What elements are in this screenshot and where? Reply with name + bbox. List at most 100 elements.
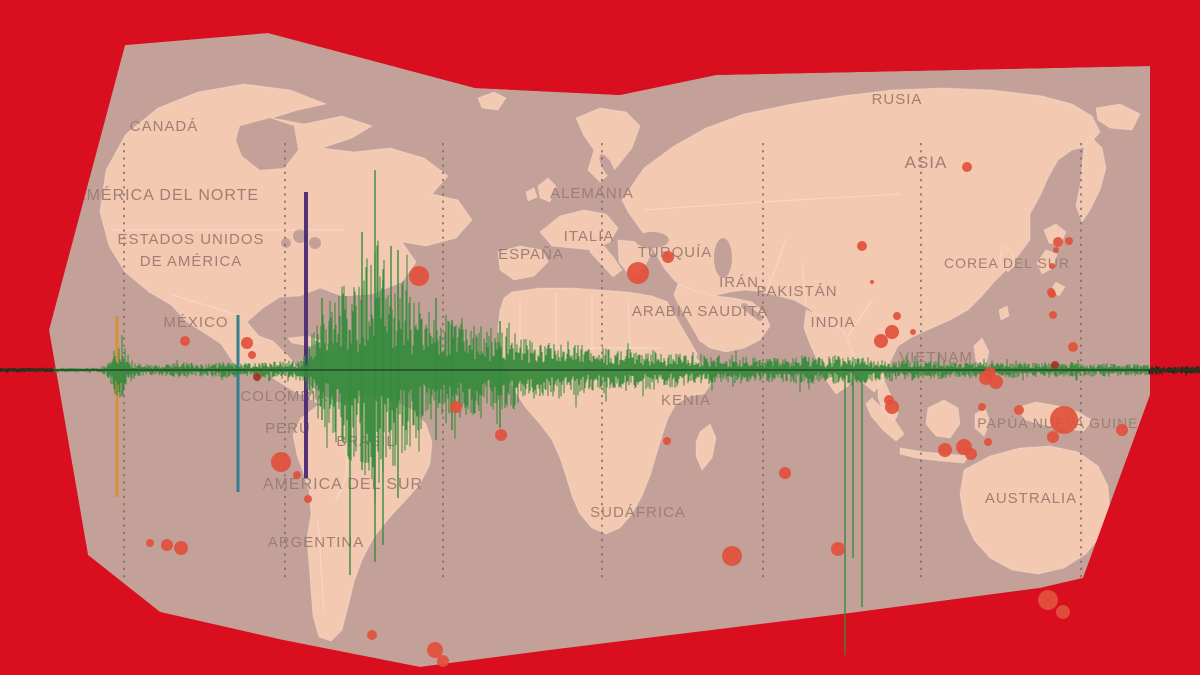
earthquake-marker [161, 539, 173, 551]
landmass [589, 237, 623, 278]
earthquake-marker [1056, 605, 1070, 619]
earthquake-marker [1065, 237, 1073, 245]
earthquake-marker [1050, 406, 1078, 434]
black-sea [635, 232, 669, 248]
earthquake-marker [180, 336, 190, 346]
country-label: PERÚ [265, 420, 311, 437]
landmass [477, 91, 507, 111]
earthquake-marker [962, 162, 972, 172]
earthquake-marker [627, 262, 649, 284]
border-line [627, 297, 631, 353]
baltic-sea [599, 154, 615, 178]
earthquake-marker [978, 403, 986, 411]
earthquake-marker [831, 542, 845, 556]
landmass [1075, 135, 1107, 224]
earthquake-marker [495, 429, 507, 441]
border-line [765, 239, 787, 295]
caspian-sea [714, 238, 732, 278]
country-label: COREA DEL SUR [944, 255, 1070, 271]
great-lake [281, 238, 291, 248]
country-label: AMÉRICA DEL NORTE [75, 185, 259, 204]
inland-water [236, 118, 763, 354]
country-label: INDIA [810, 314, 855, 331]
country-label: ARABIA SAUDITA [632, 303, 768, 320]
earthquake-marker [248, 351, 256, 359]
country-label: DE AMÉRICA [140, 253, 243, 270]
earthquake-marker [885, 325, 899, 339]
border-line [801, 261, 807, 307]
earthquake-marker [779, 467, 791, 479]
earthquake-marker [1047, 288, 1055, 296]
earthquake-marker [409, 266, 429, 286]
country-label: ALEMANIA [550, 185, 634, 202]
earthquake-marker [1053, 247, 1059, 253]
border-line [169, 293, 241, 317]
landmass [539, 209, 619, 251]
landmass [865, 397, 905, 442]
earthquake-marker [1038, 590, 1058, 610]
landmass [695, 423, 717, 471]
earthquake-marker [367, 630, 377, 640]
landmass [1095, 103, 1141, 131]
earthquake-marker [427, 642, 443, 658]
earthquake-marker [450, 401, 462, 413]
earthquake-markers [146, 162, 1128, 667]
country-label: PAKISTÁN [756, 283, 837, 300]
landmass [575, 107, 641, 183]
country-label: IRÁN [719, 274, 759, 291]
border-line [847, 299, 873, 337]
country-label: ITALIA [564, 228, 615, 245]
earthquake-marker [1053, 237, 1063, 247]
landmass [525, 187, 538, 202]
earthquake-marker [174, 541, 188, 555]
earthquake-marker [965, 448, 977, 460]
earthquake-marker [870, 280, 874, 284]
seismogram-major-spikes [321, 170, 863, 655]
earthquake-marker [893, 312, 901, 320]
hudson-bay [236, 118, 298, 170]
earthquake-marker [910, 329, 916, 335]
country-label: RUSIA [872, 91, 923, 108]
earthquake-marker [1014, 405, 1024, 415]
border-line [317, 519, 325, 615]
country-label: AMÉRICA DEL SUR [263, 474, 423, 493]
landmass [899, 447, 969, 464]
earthquake-marker [1116, 424, 1128, 436]
earthquake-marker [241, 337, 253, 349]
earthquake-marker [271, 452, 291, 472]
landmasses [99, 83, 1141, 642]
earthquake-marker [293, 471, 301, 479]
earthquake-marker [1051, 361, 1059, 369]
earthquake-marker [1068, 342, 1078, 352]
earthquake-marker [663, 437, 671, 445]
earthquake-marker [437, 655, 449, 667]
landmass [925, 399, 961, 439]
earthquake-marker [938, 443, 952, 457]
landmass [959, 445, 1111, 575]
red-sea [666, 294, 704, 354]
persian-gulf [741, 303, 763, 321]
country-label: ARGENTINA [268, 534, 365, 551]
earthquake-marker [857, 241, 867, 251]
country-label: TURQUÍA [638, 244, 713, 261]
landmass [497, 245, 549, 281]
earthquake-marker [885, 400, 899, 414]
country-label: ASIA [905, 153, 948, 172]
earthquake-marker [1047, 431, 1059, 443]
landmass [998, 305, 1010, 321]
earthquake-marker [253, 373, 261, 381]
country-label: CANADÁ [130, 118, 199, 135]
earthquake-marker [662, 251, 674, 263]
landmass [537, 177, 557, 203]
country-label: COLOMBIA [240, 388, 327, 405]
country-label: AUSTRALIA [985, 490, 1077, 507]
great-lake [309, 237, 321, 249]
earthquake-marker [984, 367, 996, 379]
torn-paper-map: CANADÁ AMÉRICA DEL NORTE ESTADOS UNIDOS DE … [49, 33, 1150, 667]
country-label: KENIA [661, 392, 711, 409]
country-label: ESPAÑA [498, 246, 564, 263]
earthquake-marker [146, 539, 154, 547]
earthquake-marker [722, 546, 742, 566]
border-line [643, 193, 901, 211]
